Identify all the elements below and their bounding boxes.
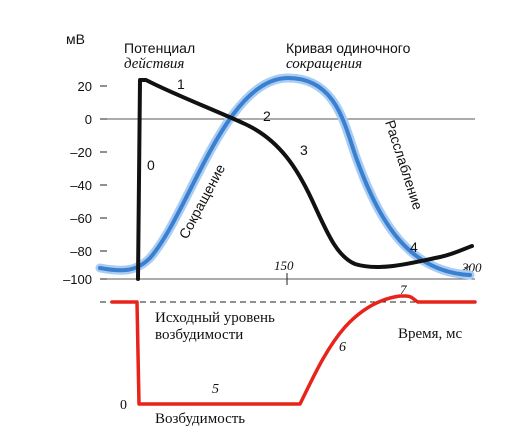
- tick-label-minus100: –100: [63, 272, 92, 287]
- phase-label-5: 5: [212, 382, 219, 397]
- phase-label-3: 3: [300, 142, 308, 158]
- excitability-zero-label: 0: [120, 398, 127, 413]
- baseline-label-line2: возбудимости: [155, 327, 243, 343]
- phase-label-1: 1: [177, 76, 185, 92]
- action-potential-title-line1: Потенциал: [124, 40, 195, 56]
- baseline-label-line1: Исходный уровень: [155, 310, 275, 326]
- tick-label-20: 20: [78, 79, 92, 94]
- twitch-curve: [98, 75, 472, 277]
- time-tick-label-150: 150: [274, 258, 294, 273]
- twitch-title-line2: сокращения: [286, 56, 362, 72]
- excitability-curve: [110, 294, 477, 406]
- twitch-title-line1: Кривая одиночного: [286, 40, 411, 56]
- y-axis-ticks: [100, 85, 107, 280]
- phase-label-7: 7: [400, 282, 407, 297]
- phase-label-2: 2: [263, 108, 271, 124]
- relaxation-label: Расслабление: [382, 118, 426, 212]
- axis-unit-label: мВ: [66, 31, 85, 47]
- phase-label-6: 6: [339, 340, 346, 355]
- action-potential-curve: [136, 78, 474, 281]
- phase-label-0: 0: [147, 157, 155, 173]
- tick-label-0: 0: [85, 112, 92, 127]
- time-axis-label: Время, мс: [398, 326, 463, 342]
- phase-label-4: 4: [410, 239, 418, 255]
- tick-label-minus60: –60: [70, 211, 92, 226]
- action-potential-title-line2: действия: [124, 56, 184, 72]
- tick-label-minus80: –80: [70, 244, 92, 259]
- excitability-label: Возбудимость: [155, 411, 245, 427]
- tick-label-minus20: –20: [70, 145, 92, 160]
- tick-label-minus40: –40: [70, 178, 92, 193]
